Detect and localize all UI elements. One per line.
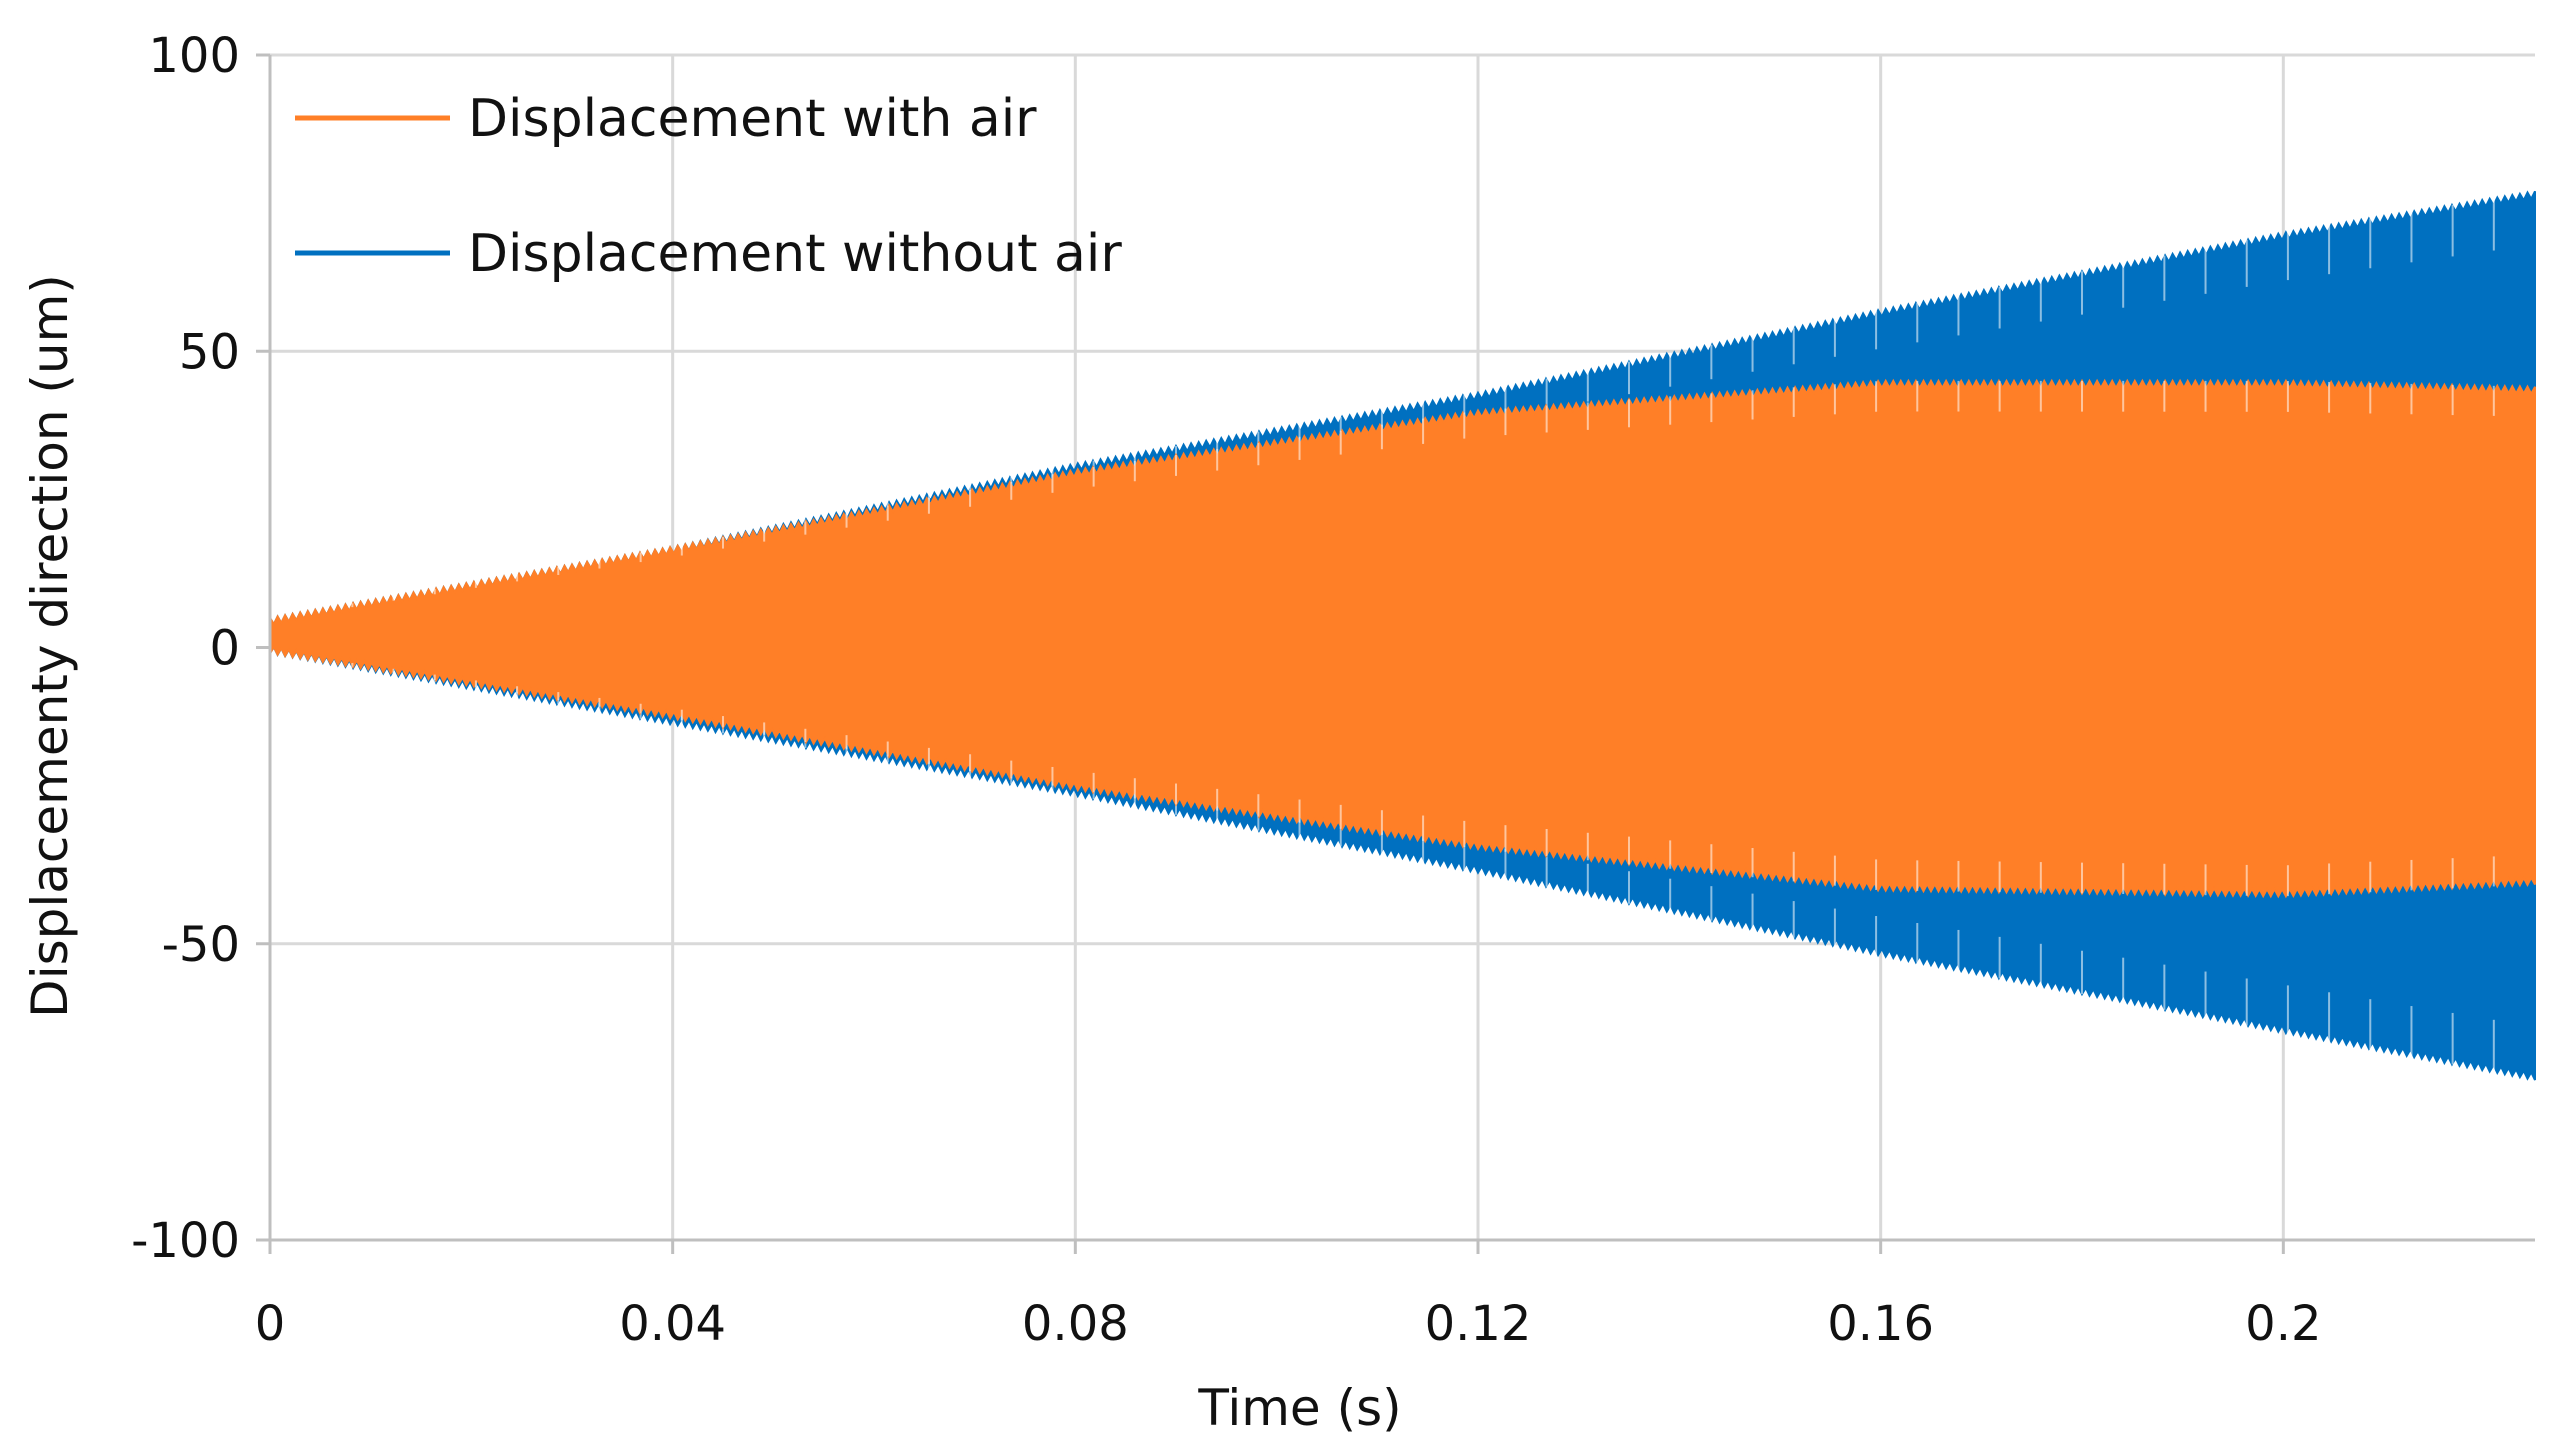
y-axis-title: Displacementy direction (um)	[21, 274, 79, 1018]
legend-label-1: Displacement without air	[468, 224, 1122, 284]
series-displacement-with-air	[269, 378, 2536, 899]
x-tick-label-1: 0.04	[619, 1296, 726, 1352]
x-tick-label-0: 0	[255, 1296, 286, 1352]
legend-label-0: Displacement with air	[468, 89, 1037, 149]
x-tick-label-5: 0.2	[2245, 1296, 2321, 1352]
series-band-1	[269, 378, 2536, 899]
y-tick-label-1: 50	[179, 324, 240, 380]
y-tick-label-2: 0	[209, 621, 240, 677]
legend: Displacement with air Displacement withou…	[295, 89, 1122, 284]
y-tick-label-3: -50	[162, 917, 240, 973]
tick-layer: 0 0.04 0.08 0.12 0.16 0.2 100 50 0 -50 -100	[131, 28, 2321, 1352]
x-tick-label-2: 0.08	[1022, 1296, 1129, 1352]
series-layer	[269, 190, 2536, 1081]
x-axis-title: Time (s)	[1197, 1379, 1401, 1437]
x-tick-label-4: 0.16	[1827, 1296, 1934, 1352]
x-tick-label-3: 0.12	[1425, 1296, 1532, 1352]
y-tick-label-0: 100	[148, 28, 240, 84]
y-tick-label-4: -100	[131, 1213, 240, 1269]
